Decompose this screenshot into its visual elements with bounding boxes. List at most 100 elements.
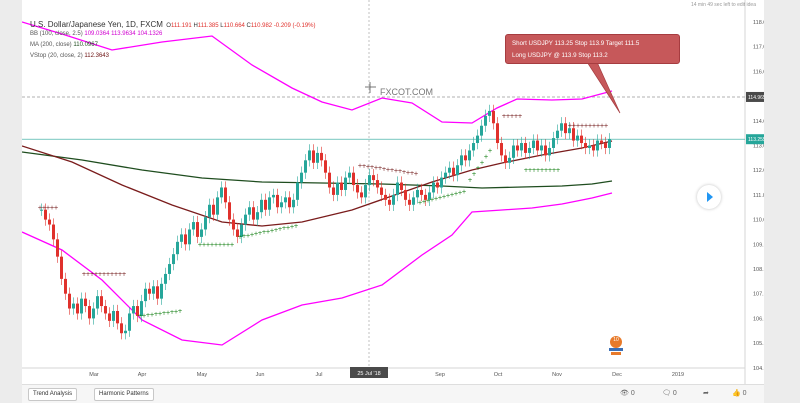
vstop-short-marker: + <box>603 123 608 130</box>
candle-body <box>416 189 419 198</box>
play-button[interactable] <box>697 185 721 209</box>
vstop-short-marker: + <box>117 271 122 278</box>
bb-legend[interactable]: BB (100, close, 2.5) 109.0364 113.9634 1… <box>30 31 163 37</box>
vstop-short-marker: + <box>109 271 114 278</box>
candle-body <box>280 202 283 208</box>
vstop-short-marker: + <box>385 166 390 173</box>
candle-body <box>140 301 143 316</box>
vstop-long-marker: + <box>249 232 254 239</box>
time-tick-label: 2019 <box>672 372 684 378</box>
vstop-long-marker: + <box>165 309 170 316</box>
price-tick-label: 117.000 <box>753 45 764 51</box>
vstop-long-marker: + <box>201 241 206 248</box>
price-tick-label: 112.000 <box>753 168 764 174</box>
ma200-line <box>22 151 613 189</box>
vstop-short-marker: + <box>85 271 90 278</box>
candle-body <box>324 160 327 173</box>
vstop-short-marker: + <box>381 166 386 173</box>
vstop-short-marker: + <box>365 163 370 170</box>
candle-body <box>128 313 131 331</box>
candle-body <box>224 187 227 203</box>
vstop-long-marker: + <box>453 190 458 197</box>
symbol-legend: U.S. Dollar/Japanese Yen, 1D, FXCM O111.… <box>30 20 316 29</box>
vstop-short-marker: + <box>587 123 592 130</box>
views-count: 0 <box>630 390 635 397</box>
vstop-long-marker: + <box>137 313 142 320</box>
views-stat[interactable]: 👁 0 <box>620 388 635 399</box>
vstop-short-marker: + <box>357 162 362 169</box>
callout-pointer <box>586 61 621 114</box>
candle-body <box>116 310 119 324</box>
like-button[interactable]: 👍 0 <box>732 388 747 399</box>
vstop-short-marker: + <box>373 165 378 172</box>
candle-body <box>196 222 199 237</box>
vstop-long-marker: + <box>433 195 438 202</box>
vstop-short-marker: + <box>575 123 580 130</box>
candle-body <box>336 182 339 195</box>
tag-harmonic-patterns[interactable]: Harmonic Patterns <box>94 388 154 401</box>
candle-body <box>308 150 311 161</box>
cursor-date-label: 25 Jul '18 <box>357 371 380 377</box>
candle-body <box>580 135 583 144</box>
vstop-long-marker: + <box>425 197 430 204</box>
time-tick-label: Sep <box>435 372 445 378</box>
candle-body <box>440 177 443 188</box>
candle-body <box>184 234 187 245</box>
candle-body <box>388 199 391 205</box>
time-tick-label: Mar <box>89 372 99 378</box>
vstop-short-marker: + <box>101 271 106 278</box>
price-tick-label: 105.000 <box>753 341 764 347</box>
vstop-long-marker: + <box>173 308 178 315</box>
vstop-long-marker: + <box>555 167 560 174</box>
time-tick-label: May <box>197 372 208 378</box>
vstop-long-marker: + <box>217 241 222 248</box>
candle-body <box>316 152 319 163</box>
vstop-short-marker: + <box>513 113 518 120</box>
vstop-long-marker: + <box>157 310 162 317</box>
candle-body <box>80 298 83 314</box>
candle-body <box>516 145 519 151</box>
vstop-short-marker: + <box>409 170 414 177</box>
vstop-legend[interactable]: VStop (20, close, 2) 112.3643 <box>30 53 109 59</box>
vstop-long-marker: + <box>483 153 488 160</box>
candle-body <box>504 155 507 163</box>
vstop-long-marker: + <box>457 189 462 196</box>
thumbs-up-icon: 👍 <box>732 390 741 397</box>
time-tick-label: Jun <box>256 372 265 378</box>
vstop-long-marker: + <box>229 241 234 248</box>
candle-body <box>576 135 579 141</box>
likes-count: 0 <box>742 390 747 397</box>
vstop-long-marker: + <box>257 230 262 237</box>
candle-body <box>152 286 155 294</box>
candle-body <box>64 278 67 294</box>
watermark-text: FXCOT.COM <box>380 87 433 97</box>
vstop-long-marker: + <box>221 241 226 248</box>
tag-trend-analysis[interactable]: Trend Analysis <box>28 388 78 401</box>
price-chart[interactable]: 118.000117.000116.000115.000114.000113.0… <box>22 0 764 384</box>
vstop-short-marker: + <box>517 113 522 120</box>
vstop-short-marker: + <box>105 271 110 278</box>
candle-body <box>460 155 463 166</box>
candle-body <box>144 288 147 302</box>
candle-body <box>304 160 307 173</box>
vstop-long-marker: + <box>429 196 434 203</box>
candle-body <box>200 229 203 237</box>
candle-body <box>408 199 411 205</box>
trade-callout[interactable]: Short USDJPY 113.25 Stop 113.9 Target 11… <box>505 34 680 64</box>
candle-body <box>104 306 107 314</box>
open-value: 111.191 <box>170 23 192 29</box>
candle-body <box>216 197 219 215</box>
callout-short: Short USDJPY 113.25 Stop 113.9 Target 11… <box>512 40 640 47</box>
candle-body <box>480 125 483 136</box>
vstop-long-marker: + <box>153 311 158 318</box>
vstop-long-marker: + <box>145 312 150 319</box>
vstop-long-marker: + <box>269 228 274 235</box>
close-value: 110.982 <box>250 23 273 29</box>
time-tick-label: Oct <box>494 372 503 378</box>
comments-stat[interactable]: 🗨 0 <box>662 388 677 399</box>
candle-body <box>560 123 563 131</box>
share-button[interactable]: ➦ <box>703 388 709 399</box>
comment-icon: 🗨 <box>662 390 671 397</box>
ma-legend[interactable]: MA (200, close) 110.0967 <box>30 42 98 48</box>
candle-body <box>236 229 239 237</box>
